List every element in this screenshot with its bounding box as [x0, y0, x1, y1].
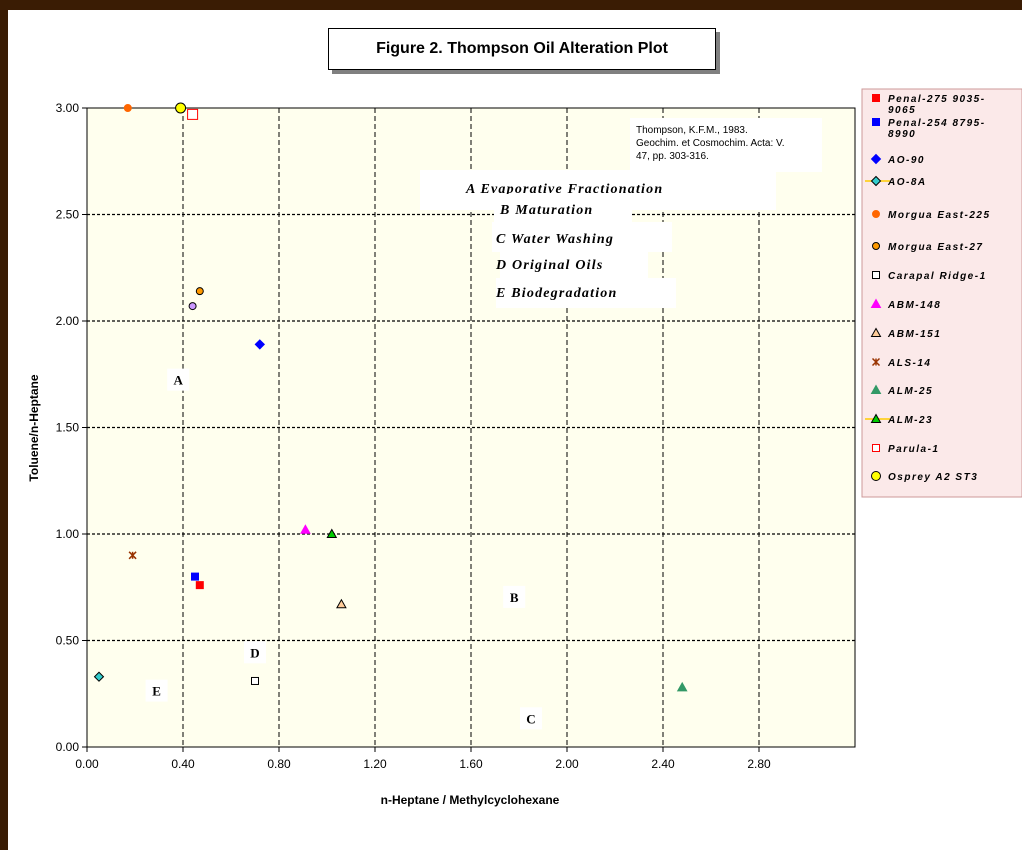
legend-marker	[871, 471, 881, 481]
y-tick-label: 2.00	[56, 314, 80, 328]
annotation-box	[492, 222, 672, 252]
legend-label: Penal-254 8795-	[888, 118, 986, 129]
x-tick-label: 0.40	[171, 757, 195, 771]
region-label: D	[250, 645, 259, 660]
legend-label: ALS-14	[887, 358, 931, 369]
data-point	[195, 287, 204, 296]
legend-marker	[872, 271, 880, 279]
annotation-text: B Maturation	[499, 203, 593, 218]
legend-marker	[872, 118, 880, 126]
legend-label: ABM-148	[887, 300, 941, 311]
annotation-box	[494, 194, 632, 222]
x-tick-label: 0.00	[75, 757, 99, 771]
x-tick-label: 1.60	[459, 757, 483, 771]
legend-marker	[870, 327, 882, 337]
legend-marker	[870, 298, 882, 308]
annotation-box	[500, 250, 648, 280]
annotation-box	[496, 278, 676, 308]
legend-marker	[872, 210, 880, 218]
y-tick-label: 1.00	[56, 527, 80, 541]
annotation-text: D Original Oils	[495, 258, 603, 273]
region-label-box	[503, 585, 526, 608]
y-tick-label: 2.50	[56, 208, 80, 222]
data-point	[175, 102, 187, 114]
legend-label: Carapal Ridge-1	[888, 271, 987, 282]
legend-label: 9065	[888, 105, 916, 116]
legend-label: Osprey A2 ST3	[888, 472, 978, 483]
reference-box	[630, 118, 822, 172]
data-point	[93, 671, 105, 682]
region-label-box	[244, 641, 266, 664]
legend-marker	[871, 357, 881, 367]
data-point	[128, 551, 137, 560]
region-label: B	[510, 590, 519, 605]
data-point	[254, 339, 266, 350]
region-label: A	[174, 373, 184, 388]
region-label: C	[526, 711, 535, 726]
annotation-text: C Water Washing	[496, 232, 614, 247]
legend-label: ALM-23	[887, 415, 933, 426]
region-label-box	[145, 679, 168, 702]
data-point	[251, 676, 259, 685]
legend-marker	[872, 94, 880, 102]
region-label-box	[167, 368, 190, 391]
x-tick-label: 2.40	[651, 757, 675, 771]
data-point	[187, 108, 199, 120]
legend-box	[861, 88, 1022, 498]
legend-label: AO-8A	[887, 177, 927, 188]
annotation-text: E Biodegradation	[495, 286, 618, 301]
reference-text: Geochim. et Cosmochim. Acta: V.	[636, 138, 785, 149]
x-tick-label: 0.80	[267, 757, 291, 771]
legend-marker	[870, 175, 882, 187]
reference-text: 47, pp. 303-316.	[636, 151, 709, 162]
legend-label: AO-90	[887, 155, 925, 166]
legend-label: Morgua East-27	[888, 242, 983, 253]
data-point	[326, 528, 338, 538]
legend-label: Parula-1	[888, 444, 939, 455]
data-point	[336, 598, 347, 609]
legend-marker	[872, 444, 880, 452]
region-label-box	[520, 707, 542, 730]
legend-label: Morgua East-225	[888, 210, 991, 221]
legend-label: 8990	[888, 129, 916, 140]
data-point	[188, 302, 197, 311]
annotation-text: A Evaporative Fractionation	[465, 182, 663, 197]
region-label: E	[152, 684, 161, 699]
legend-label: ALM-25	[887, 386, 933, 397]
x-tick-label: 2.80	[747, 757, 771, 771]
legend-label: Penal-275 9035-	[888, 94, 986, 105]
legend-marker	[872, 242, 880, 250]
legend-marker	[870, 384, 882, 394]
y-tick-label: 3.00	[56, 101, 80, 115]
legend-marker	[870, 413, 882, 423]
x-tick-label: 2.00	[555, 757, 579, 771]
legend-marker	[870, 153, 882, 165]
x-axis-label: n-Heptane / Methylcyclohexane	[380, 793, 560, 807]
x-tick-label: 1.20	[363, 757, 387, 771]
data-point	[300, 524, 311, 534]
data-point	[191, 572, 199, 581]
legend-label: ABM-151	[887, 329, 941, 340]
y-axis-label: Toluene/n-Heptane	[27, 374, 41, 482]
chart-title: Figure 2. Thompson Oil Alteration Plot	[328, 28, 716, 70]
reference-text: Thompson, K.F.M., 1983.	[636, 125, 748, 136]
y-tick-label: 0.50	[56, 634, 80, 648]
y-tick-label: 0.00	[56, 740, 80, 754]
data-point	[123, 104, 132, 112]
data-point	[195, 581, 204, 590]
y-tick-label: 1.50	[56, 421, 80, 435]
data-point	[676, 681, 688, 692]
